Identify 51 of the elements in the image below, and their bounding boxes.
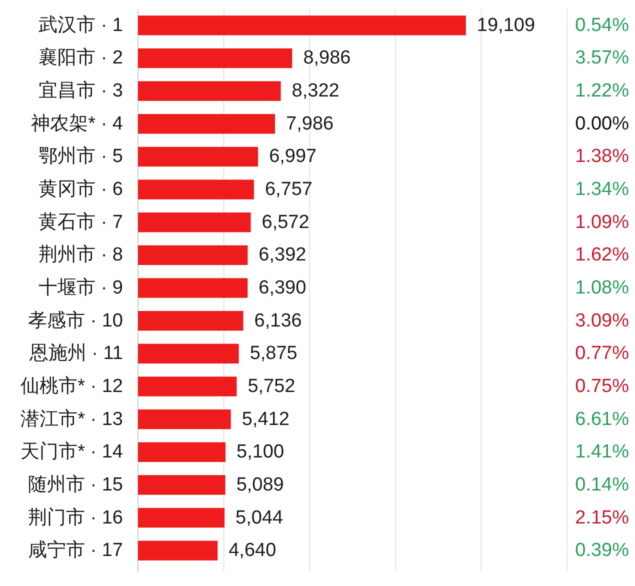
text: 0.39% xyxy=(575,540,630,562)
data-label: 5,089 xyxy=(236,474,284,496)
data-label: 6,997 xyxy=(269,146,317,168)
data-label: 6,390 xyxy=(258,278,306,298)
text: 0.77% xyxy=(575,343,630,364)
text: 1.41% xyxy=(575,442,630,463)
y-tick-label: 黄冈市 · 6 xyxy=(38,178,123,200)
y-tick-label: 恩施州 · 11 xyxy=(28,343,123,364)
y-tick-label: 孝感市 · 10 xyxy=(28,309,123,332)
data-label: 6,572 xyxy=(262,212,310,233)
data-label: 6,392 xyxy=(258,244,306,266)
text: 1.62% xyxy=(575,244,630,266)
data-label: 5,752 xyxy=(248,376,296,397)
y-tick-label: 襄阳市 · 2 xyxy=(38,46,123,69)
text: 0.00% xyxy=(575,113,630,134)
data-label: 5,044 xyxy=(236,507,284,528)
data-label: 4,640 xyxy=(228,540,276,562)
text: 0.75% xyxy=(575,376,630,397)
data-label: 6,757 xyxy=(264,179,312,200)
text: 1.22% xyxy=(575,80,630,102)
data-label: 5,875 xyxy=(250,343,298,364)
y-tick-label: 荆州市 · 8 xyxy=(38,244,123,266)
text: 1.08% xyxy=(575,278,630,298)
y-tick-label: 鄂州市 · 5 xyxy=(38,145,123,168)
text: 0.54% xyxy=(575,14,630,36)
data-label: 19,109 xyxy=(476,14,536,36)
y-tick-label: 十堰市 · 9 xyxy=(38,276,123,298)
data-label: 7,986 xyxy=(286,113,334,134)
y-tick-label: 宜昌市 · 3 xyxy=(38,80,123,102)
y-tick-label: 武汉市 · 1 xyxy=(38,14,123,36)
y-tick-label: 神农架* · 4 xyxy=(31,113,124,134)
y-tick-label: 潜江市* · 13 xyxy=(20,408,123,430)
data-label: 8,986 xyxy=(303,48,351,69)
text: 1.34% xyxy=(575,179,630,200)
data-label: 6,136 xyxy=(254,310,302,332)
text: 1.38% xyxy=(575,146,630,168)
y-tick-label: 黄石市 · 7 xyxy=(38,210,123,233)
y-tick-label: 咸宁市 · 17 xyxy=(28,539,123,562)
text: 6.61% xyxy=(575,408,630,430)
data-label: 5,100 xyxy=(236,442,284,463)
data-label: 5,412 xyxy=(242,408,290,430)
text: 3.57% xyxy=(575,48,630,69)
text: 0.14% xyxy=(575,474,630,496)
y-tick-label: 荆门市 · 16 xyxy=(28,506,123,528)
y-tick-label: 天门市* · 14 xyxy=(20,440,124,463)
data-label: 8,322 xyxy=(292,80,340,102)
text: 2.15% xyxy=(575,507,630,528)
text: 1.09% xyxy=(575,212,630,233)
y-tick-label: 随州市 · 15 xyxy=(28,473,123,496)
text: 3.09% xyxy=(575,310,630,332)
y-tick-label: 仙桃市* · 12 xyxy=(20,374,123,397)
